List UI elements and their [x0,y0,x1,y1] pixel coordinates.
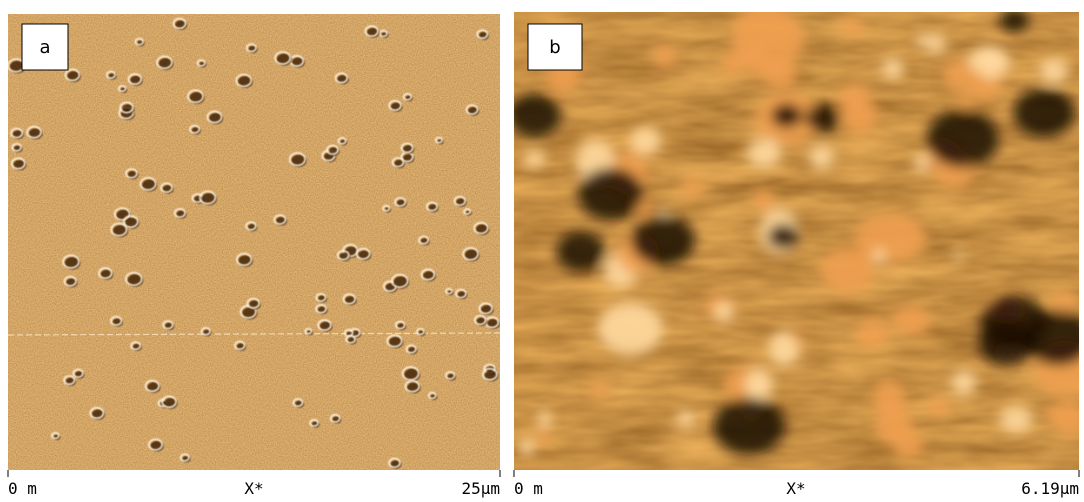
axis-start: 0 m [514,479,543,498]
texture [1045,405,1067,422]
texture [578,168,644,221]
texture [771,103,802,128]
panel-label: a [39,37,50,58]
axis-start: 0 m [8,479,37,498]
texture [976,47,1006,79]
texture [791,331,803,343]
texture [1052,292,1077,311]
texture [841,93,877,135]
texture [927,110,999,168]
texture [598,303,662,355]
texture [714,302,734,322]
texture [926,34,946,54]
texture [1000,8,1030,32]
texture [809,145,834,169]
axis-middle: X* [786,479,805,498]
texture [841,18,863,34]
texture [524,151,545,168]
figure: a b 0 m X* 25µm 0 m X* 6.19µm [0,0,1084,502]
afm-image-a [8,14,500,470]
texture [929,398,951,415]
texture [876,404,914,445]
texture [538,412,552,429]
texture [754,189,774,212]
texture [856,319,888,347]
texture [681,178,705,196]
axis-end: 25µm [461,479,500,498]
texture [960,92,974,108]
texture [519,438,534,455]
texture [767,224,799,250]
afm-image-b [507,3,1084,470]
texture [1040,59,1069,83]
texture [873,249,886,264]
texture [951,370,976,395]
texture [713,397,785,455]
texture [677,411,695,427]
texture [952,251,964,260]
texture [631,214,695,265]
texture [631,127,661,154]
texture [882,59,904,79]
texture [944,59,972,91]
texture [980,295,1048,349]
texture [534,431,550,446]
texture [591,379,608,397]
texture [805,104,841,132]
axis-end: 6.19µm [1021,479,1079,498]
texture [507,94,561,137]
axis-middle: X* [244,479,263,498]
texture [914,155,929,172]
panel-label: b [549,37,560,58]
texture [747,138,781,167]
texture [556,232,606,272]
texture [821,248,875,294]
texture [1000,407,1033,432]
texture [762,62,798,88]
texture [1013,88,1075,138]
texture [741,43,768,67]
texture [653,46,677,66]
texture [892,306,930,335]
